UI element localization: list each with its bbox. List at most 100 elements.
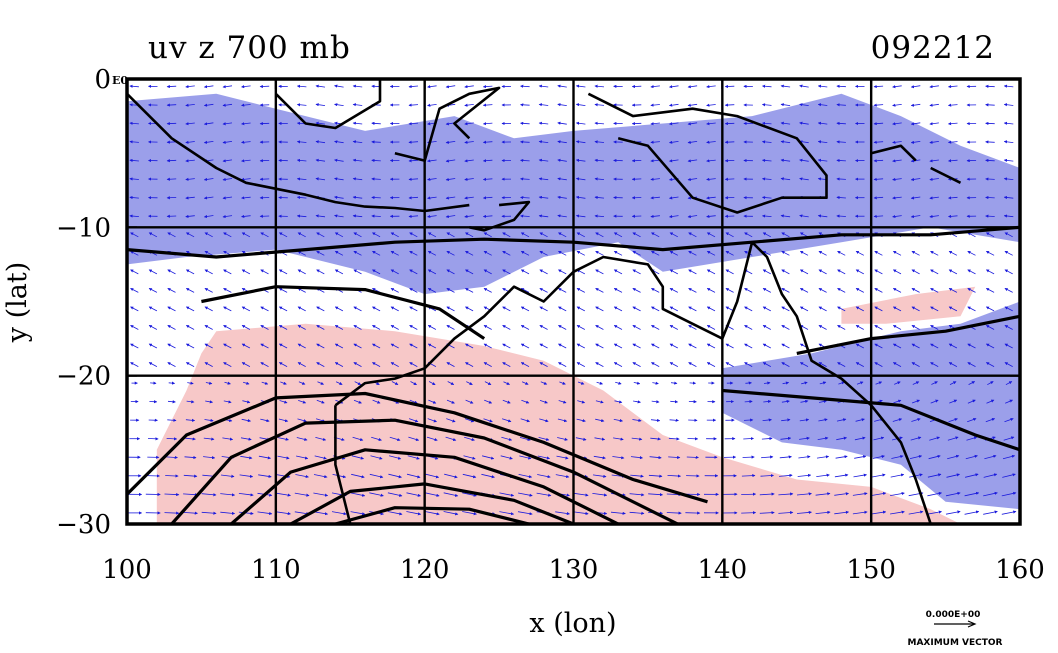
wind-vector	[372, 343, 381, 349]
wind-vector	[520, 140, 530, 144]
wind-vector	[669, 362, 678, 367]
wind-vector	[892, 214, 902, 219]
wind-vector	[353, 306, 362, 312]
wind-vector	[909, 454, 923, 459]
wind-vector	[668, 196, 679, 200]
wind-vector	[427, 159, 437, 163]
wind-vector	[278, 232, 288, 238]
wind-vector	[316, 232, 325, 238]
wind-vector	[241, 177, 251, 181]
wind-vector	[558, 232, 567, 238]
wind-vector	[426, 436, 438, 442]
wind-vector	[762, 306, 771, 312]
wind-vector	[167, 306, 176, 312]
wind-vector	[241, 122, 251, 126]
wind-vector	[520, 269, 530, 275]
wind-vector	[445, 196, 456, 200]
wind-vector	[725, 343, 734, 349]
wind-vector	[446, 399, 455, 404]
wind-vector	[781, 343, 790, 349]
wind-vector	[910, 85, 921, 89]
wind-vector	[406, 473, 421, 479]
wind-vector	[445, 85, 456, 89]
wind-vector	[817, 158, 828, 162]
wind-vector	[334, 343, 344, 349]
wind-vector	[799, 177, 809, 181]
wind-vector	[983, 510, 998, 515]
wind-vector	[130, 362, 139, 367]
wind-vector	[167, 418, 177, 422]
wind-vector	[835, 455, 848, 459]
wind-vector	[594, 103, 605, 107]
wind-vector	[872, 454, 885, 459]
wind-vector	[185, 159, 195, 163]
wind-vector	[911, 418, 921, 422]
wind-vector	[929, 436, 941, 441]
wind-vector	[1004, 306, 1013, 312]
wind-vector	[613, 325, 623, 330]
wind-vector	[649, 455, 662, 460]
wind-vector	[815, 510, 831, 514]
wind-vector	[1003, 121, 1014, 125]
wind-vector	[706, 325, 716, 330]
wind-vector	[927, 491, 943, 497]
wind-vector	[558, 362, 567, 367]
wind-vector	[443, 492, 459, 497]
wind-vector	[129, 177, 139, 181]
wind-vector	[296, 177, 307, 181]
wind-vector	[185, 362, 195, 367]
wind-vector	[873, 159, 884, 163]
wind-vector	[632, 418, 642, 422]
wind-vector	[296, 195, 307, 200]
wind-vector	[464, 103, 474, 107]
wind-vector	[632, 288, 641, 293]
legend-scale-value: 0.000E+00	[926, 610, 981, 620]
wind-vector	[762, 362, 771, 367]
wind-vector	[575, 84, 586, 88]
wind-vector	[668, 214, 679, 219]
wind-vector	[499, 511, 515, 516]
wind-vector	[875, 381, 883, 385]
wind-vector	[166, 140, 177, 144]
wind-vector	[927, 473, 942, 478]
wind-vector	[520, 418, 531, 423]
wind-vector	[520, 84, 530, 88]
wind-vector	[260, 325, 269, 330]
wind-vector	[688, 250, 697, 256]
wind-vector	[892, 343, 902, 349]
wind-vector	[314, 455, 327, 460]
wind-vector	[650, 85, 660, 89]
wind-vector	[688, 232, 697, 238]
wind-vector	[316, 362, 325, 367]
wind-vector	[482, 103, 493, 107]
wind-vector	[443, 511, 459, 516]
wind-vector	[258, 455, 272, 460]
wind-vector	[465, 250, 474, 256]
wind-vector	[260, 269, 269, 275]
wind-vector	[780, 158, 791, 162]
wind-vector	[220, 493, 236, 497]
wind-vector	[539, 306, 548, 312]
wind-vector	[613, 269, 623, 275]
wind-vector	[353, 343, 362, 349]
wind-vector	[294, 492, 310, 497]
wind-vector	[167, 288, 176, 293]
wind-vector	[967, 362, 976, 367]
wind-vector	[462, 511, 477, 516]
wind-vector	[427, 232, 437, 238]
title-left: uv z 700 mb	[148, 30, 351, 66]
wind-vector	[892, 325, 902, 330]
wind-vector	[204, 232, 213, 238]
wind-vector	[369, 473, 384, 479]
wind-vector	[614, 400, 623, 404]
wind-vector	[406, 511, 422, 516]
wind-vector	[894, 381, 901, 385]
wind-vector	[629, 511, 645, 515]
wind-vector	[539, 288, 548, 293]
wind-vector	[651, 306, 660, 312]
wind-vector	[781, 399, 790, 404]
wind-vector	[315, 437, 327, 441]
wind-vector	[222, 437, 234, 441]
wind-vector	[855, 288, 864, 293]
wind-vector	[575, 121, 586, 125]
